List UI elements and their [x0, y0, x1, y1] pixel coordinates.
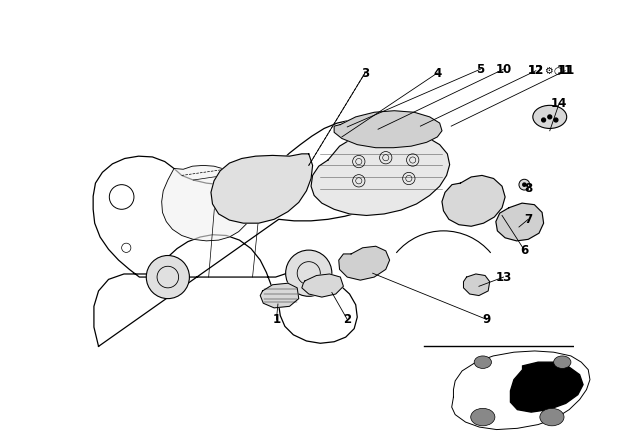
Text: 11: 11 [557, 64, 573, 77]
Text: 6: 6 [520, 244, 529, 257]
Text: 14: 14 [551, 97, 567, 110]
Polygon shape [339, 246, 390, 280]
Circle shape [471, 409, 495, 426]
Circle shape [285, 250, 332, 296]
Polygon shape [162, 165, 253, 241]
Text: 13: 13 [495, 271, 512, 284]
Polygon shape [311, 131, 450, 215]
Circle shape [554, 356, 571, 368]
Text: ○: ○ [553, 66, 562, 76]
Polygon shape [260, 283, 299, 308]
Circle shape [147, 255, 189, 299]
Polygon shape [496, 203, 543, 241]
Polygon shape [334, 111, 442, 148]
Text: 12: 12 [528, 64, 544, 77]
Circle shape [554, 118, 558, 122]
Text: 9: 9 [483, 313, 491, 326]
Text: 3: 3 [361, 66, 369, 79]
Polygon shape [93, 118, 420, 346]
Polygon shape [452, 351, 590, 430]
Polygon shape [511, 362, 583, 412]
Polygon shape [211, 154, 312, 223]
Circle shape [519, 179, 530, 190]
Circle shape [541, 118, 545, 122]
Text: 11: 11 [559, 64, 575, 77]
Circle shape [540, 409, 564, 426]
Text: 10: 10 [495, 63, 512, 76]
Text: 2: 2 [343, 313, 351, 326]
Circle shape [474, 356, 492, 368]
Text: 7: 7 [524, 213, 532, 226]
Text: CC01628: CC01628 [479, 382, 516, 391]
Text: 8: 8 [524, 182, 532, 195]
Polygon shape [463, 274, 490, 296]
Circle shape [522, 182, 527, 187]
Polygon shape [302, 274, 344, 297]
Text: ⚙: ⚙ [544, 66, 552, 76]
Ellipse shape [533, 105, 566, 129]
Text: 12: 12 [528, 64, 544, 77]
Circle shape [548, 115, 552, 119]
Polygon shape [442, 176, 505, 226]
Text: 4: 4 [433, 66, 442, 79]
Text: 5: 5 [476, 63, 484, 76]
Text: 1: 1 [273, 313, 280, 326]
